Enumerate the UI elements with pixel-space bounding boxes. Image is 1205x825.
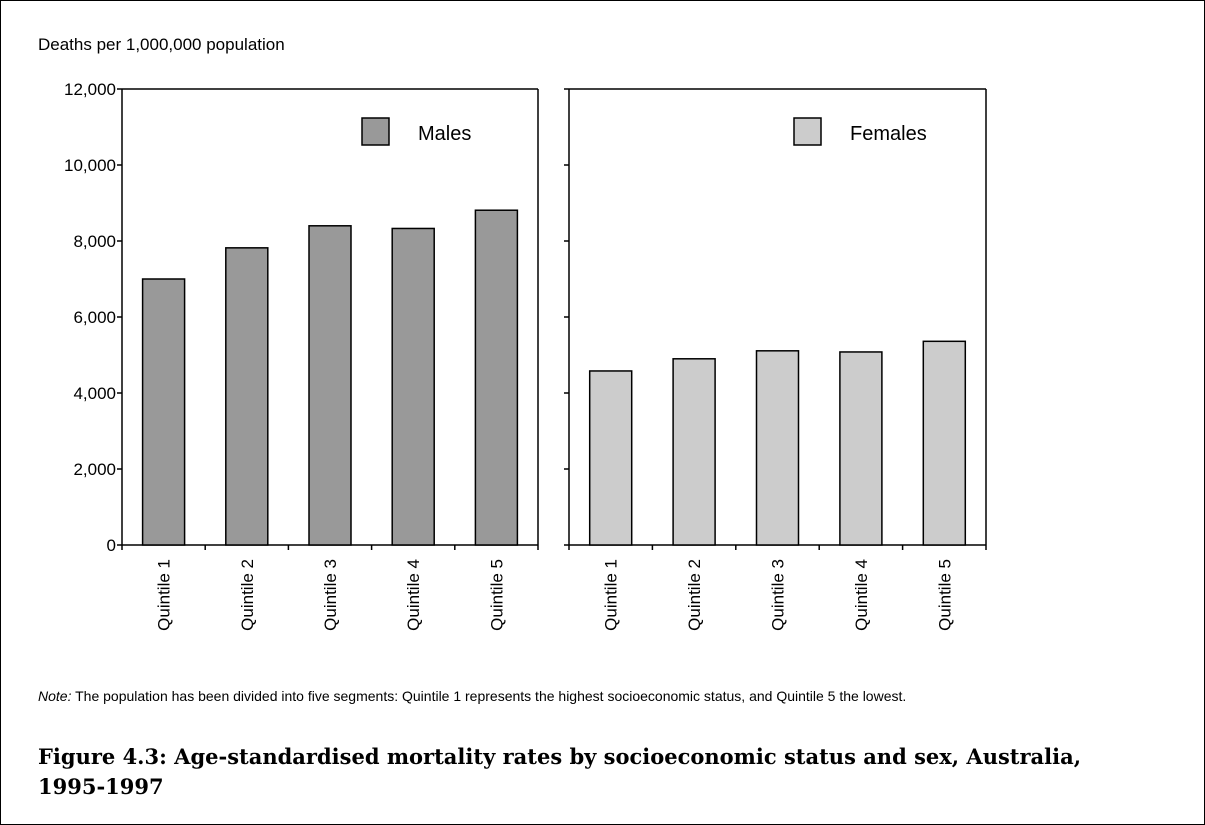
y-tick-label: 10,000	[64, 156, 116, 175]
y-tick-label: 12,000	[64, 80, 116, 99]
figure-note: Note: The population has been divided in…	[38, 688, 906, 704]
legend-label-males: Males	[418, 123, 471, 145]
x-tick-label: Quintile 5	[487, 559, 506, 631]
x-tick-label: Quintile 1	[155, 559, 174, 631]
note-label: Note:	[38, 688, 72, 704]
y-tick-label: 8,000	[73, 232, 116, 251]
x-tick-label: Quintile 4	[852, 559, 871, 631]
bar-males-1	[141, 278, 186, 546]
y-axis-label: Deaths per 1,000,000 population	[38, 35, 285, 54]
x-tick-label: Quintile 2	[685, 559, 704, 631]
note-text: The population has been divided into fiv…	[75, 688, 907, 704]
bar-females-3	[755, 350, 800, 546]
bar-males-2	[225, 247, 269, 546]
bar-females-4	[839, 351, 883, 546]
x-tick-label: Quintile 3	[769, 559, 788, 631]
bar-females-2	[672, 358, 716, 546]
bar-males-4	[391, 227, 435, 546]
legend-label-females: Females	[850, 123, 927, 145]
x-tick-label: Quintile 2	[238, 559, 257, 631]
legend-swatch-females	[793, 117, 822, 146]
x-tick-label: Quintile 3	[321, 559, 340, 631]
figure-caption: Figure 4.3: Age-standardised mortality r…	[38, 744, 1082, 799]
x-tick-label: Quintile 4	[404, 559, 423, 631]
bar-males-5	[474, 209, 519, 546]
bar-females-1	[588, 370, 633, 546]
x-tick-label: Quintile 1	[602, 559, 621, 631]
x-tick-label: Quintile 5	[935, 559, 954, 631]
bar-chart: Deaths per 1,000,000 population 0 2,000 4,0…	[38, 35, 987, 631]
y-tick-label: 4,000	[73, 384, 116, 403]
bar-males-3	[308, 225, 352, 546]
y-tick-label: 2,000	[73, 460, 116, 479]
legend-swatch-males	[361, 117, 390, 146]
y-tick-label: 0	[107, 536, 116, 555]
y-tick-label: 6,000	[73, 308, 116, 327]
bar-females-5	[922, 340, 967, 546]
